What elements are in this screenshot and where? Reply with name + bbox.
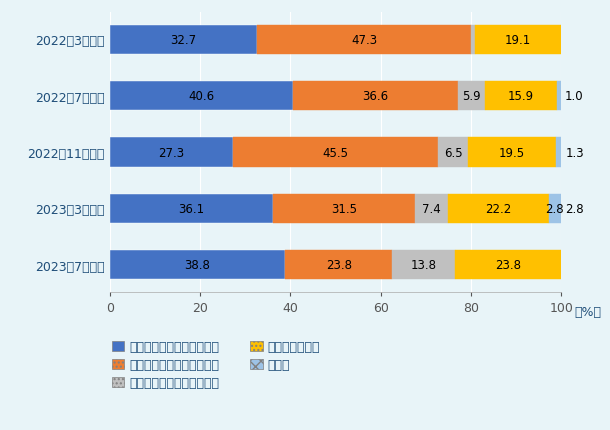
Bar — [233, 138, 439, 167]
Text: 19.1: 19.1 — [505, 34, 531, 47]
Bar — [475, 26, 561, 55]
Bar — [556, 138, 562, 167]
Legend: 現状を維持する（見込み）, 規模を拡大する（見込み）, 規模を縮小する（見込み）, まだ分からない, その他: 現状を維持する（見込み）, 規模を拡大する（見込み）, 規模を縮小する（見込み）… — [112, 341, 320, 390]
Text: 27.3: 27.3 — [159, 146, 184, 159]
Text: 2.8: 2.8 — [565, 203, 583, 215]
Bar — [454, 250, 562, 280]
Text: 23.8: 23.8 — [495, 258, 522, 272]
Bar — [468, 138, 556, 167]
Bar — [110, 138, 233, 167]
Bar — [257, 26, 471, 55]
Bar — [448, 194, 548, 224]
Text: 23.8: 23.8 — [326, 258, 351, 272]
Bar — [110, 82, 293, 111]
Text: 47.3: 47.3 — [351, 34, 377, 47]
Text: 5.9: 5.9 — [462, 90, 481, 103]
Bar — [458, 82, 485, 111]
Text: 13.8: 13.8 — [411, 258, 437, 272]
Bar — [110, 194, 273, 224]
Bar — [415, 194, 448, 224]
Text: 1.0: 1.0 — [565, 90, 583, 103]
Text: 38.8: 38.8 — [184, 258, 210, 272]
Bar — [293, 82, 458, 111]
Text: 7.4: 7.4 — [422, 203, 441, 215]
Text: （%）: （%） — [575, 306, 601, 319]
Bar — [110, 250, 285, 280]
Bar — [392, 250, 454, 280]
Text: 32.7: 32.7 — [171, 34, 196, 47]
Bar — [557, 82, 561, 111]
Bar — [485, 82, 557, 111]
Text: 15.9: 15.9 — [508, 90, 534, 103]
Text: 31.5: 31.5 — [331, 203, 357, 215]
Bar — [110, 26, 257, 55]
Text: 40.6: 40.6 — [188, 90, 215, 103]
Text: 36.6: 36.6 — [362, 90, 389, 103]
Text: 19.5: 19.5 — [499, 146, 525, 159]
Text: 6.5: 6.5 — [444, 146, 462, 159]
Text: 1.3: 1.3 — [565, 146, 584, 159]
Bar — [273, 194, 415, 224]
Bar — [439, 138, 468, 167]
Text: 45.5: 45.5 — [323, 146, 349, 159]
Text: 22.2: 22.2 — [486, 203, 512, 215]
Text: 2.8: 2.8 — [545, 203, 564, 215]
Text: 36.1: 36.1 — [178, 203, 204, 215]
Bar — [285, 250, 392, 280]
Bar — [548, 194, 561, 224]
Bar — [471, 26, 475, 55]
